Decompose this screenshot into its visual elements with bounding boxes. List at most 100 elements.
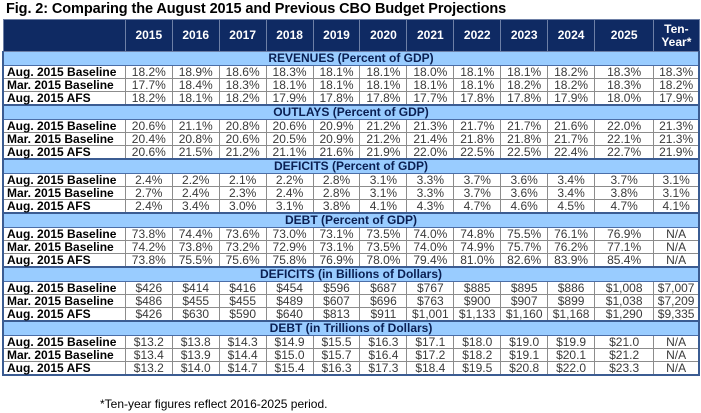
table-row: Mar. 2015 Baseline 17.7% 18.4% 18.3% 18.1% 18…: [1, 78, 701, 92]
table-cell: 76.2%: [547, 240, 596, 254]
table-cell: $1,168: [547, 307, 596, 322]
table-cell: 18.1%: [453, 65, 502, 79]
table-row: Aug. 2015 Baseline 20.6% 21.1% 20.8% 20.6% 20…: [1, 119, 701, 133]
table-cell: 21.3%: [653, 132, 701, 146]
table-cell: N/A: [653, 253, 701, 268]
table-cell: 4.1%: [359, 199, 408, 214]
table-cell: $13.2: [124, 335, 173, 349]
table-cell: 18.1%: [453, 78, 502, 92]
table-cell: 77.1%: [594, 240, 655, 254]
table-cell: 18.2%: [218, 91, 267, 106]
table-cell: 21.7%: [500, 119, 549, 133]
table-cell: 4.5%: [547, 199, 596, 214]
table-cell: 21.7%: [547, 132, 596, 146]
table-row: Mar. 2015 Baseline $486 $455 $455 $489 $607 $6…: [1, 294, 701, 308]
table-cell: 83.9%: [547, 253, 596, 268]
table-cell: $455: [218, 294, 267, 308]
column-header: 2020: [359, 19, 408, 52]
table-cell: $15.0: [265, 348, 314, 362]
table-cell: $13.4: [124, 348, 173, 362]
table-cell: $19.5: [453, 361, 502, 376]
table-cell: $16.3: [359, 335, 408, 349]
table-cell: 22.5%: [500, 145, 549, 160]
table-cell: $455: [171, 294, 220, 308]
table-cell: 22.5%: [453, 145, 502, 160]
table-row: Mar. 2015 Baseline 20.4% 20.8% 20.6% 20.5% 20…: [1, 132, 701, 146]
row-label: Mar. 2015 Baseline: [1, 240, 126, 254]
table-cell: 20.6%: [265, 119, 314, 133]
table-cell: 3.1%: [359, 186, 408, 200]
table-cell: 22.1%: [594, 132, 655, 146]
table-cell: $20.1: [547, 348, 596, 362]
table-cell: $21.2: [594, 348, 655, 362]
table-cell: 21.6%: [312, 145, 361, 160]
row-label: Aug. 2015 Baseline: [1, 227, 126, 241]
table-cell: 18.2%: [124, 65, 173, 79]
table-cell: 4.6%: [500, 199, 549, 214]
table-row: Mar. 2015 Baseline 74.2% 73.8% 73.2% 72.9% 73…: [1, 240, 701, 254]
table-cell: 73.5%: [359, 240, 408, 254]
row-label: Aug. 2015 AFS: [1, 361, 126, 376]
table-cell: 18.3%: [594, 78, 655, 92]
table-row: Aug. 2015 AFS 2.4% 3.4% 3.0% 3.1% 3.8% 4.1% 4.3…: [1, 199, 701, 214]
table-cell: 2.4%: [171, 186, 220, 200]
table-cell: 20.4%: [124, 132, 173, 146]
table-cell: 18.2%: [500, 78, 549, 92]
table-cell: 4.1%: [653, 199, 701, 214]
table-cell: 18.1%: [359, 78, 408, 92]
table-cell: $14.4: [218, 348, 267, 362]
table-cell: 73.2%: [218, 240, 267, 254]
column-header: 2015: [124, 19, 173, 52]
table-cell: 22.0%: [594, 119, 655, 133]
row-label: Aug. 2015 Baseline: [1, 173, 126, 187]
table-cell: $21.0: [594, 335, 655, 349]
table-cell: 4.7%: [594, 199, 655, 214]
table-row: Aug. 2015 Baseline $426 $414 $416 $454 $596 $6…: [1, 281, 701, 295]
table-row: Aug. 2015 AFS 18.2% 18.1% 18.2% 17.9% 17.8% 17…: [1, 91, 701, 106]
table-cell: $763: [406, 294, 455, 308]
table-cell: 2.4%: [124, 199, 173, 214]
table-cell: 22.7%: [594, 145, 655, 160]
table-cell: 75.6%: [218, 253, 267, 268]
table-cell: $17.1: [406, 335, 455, 349]
column-header: 2023: [500, 19, 549, 52]
section-heading: DEBT (in Trillions of Dollars): [2, 320, 700, 336]
table-cell: $895: [500, 281, 549, 295]
table-cell: 72.9%: [265, 240, 314, 254]
table-cell: 18.3%: [594, 65, 655, 79]
table-cell: $885: [453, 281, 502, 295]
table-cell: 18.4%: [171, 78, 220, 92]
table-cell: $13.8: [171, 335, 220, 349]
table-cell: 3.4%: [547, 173, 596, 187]
table-row: Aug. 2015 Baseline $13.2 $13.8 $14.3 $14.9 $1…: [1, 335, 701, 349]
table-cell: 2.7%: [124, 186, 173, 200]
row-label: Aug. 2015 AFS: [1, 199, 126, 214]
table-cell: N/A: [653, 240, 701, 254]
table-cell: $640: [265, 307, 314, 322]
row-label: Aug. 2015 AFS: [1, 253, 126, 268]
table-row: Aug. 2015 AFS 73.8% 75.5% 75.6% 75.8% 76.9% 78…: [1, 253, 701, 268]
table-cell: N/A: [653, 227, 701, 241]
table-row: Aug. 2015 Baseline 2.4% 2.2% 2.1% 2.2% 2.8% 3.…: [1, 173, 701, 187]
table-cell: 18.0%: [406, 65, 455, 79]
section-header-row: REVENUES (Percent of GDP): [2, 51, 700, 66]
table-row: Aug. 2015 Baseline 18.2% 18.9% 18.6% 18.3% 18…: [1, 65, 701, 79]
table-cell: $7,007: [653, 281, 701, 295]
column-header: 2016: [171, 19, 220, 52]
section-header-row: DEBT (Percent of GDP): [2, 212, 700, 228]
table-cell: 74.8%: [453, 227, 502, 241]
table-cell: $414: [171, 281, 220, 295]
table-cell: 21.1%: [171, 119, 220, 133]
table-cell: 17.7%: [124, 78, 173, 92]
table-cell: $19.0: [500, 335, 549, 349]
table-cell: $1,008: [594, 281, 655, 295]
table-cell: 18.2%: [547, 65, 596, 79]
table-cell: 3.1%: [265, 199, 314, 214]
table-cell: 4.7%: [453, 199, 502, 214]
table-cell: $14.7: [218, 361, 267, 376]
table-cell: 3.1%: [653, 186, 701, 200]
table-cell: 21.9%: [359, 145, 408, 160]
table-cell: 3.8%: [312, 199, 361, 214]
table-row: Aug. 2015 AFS $426 $630 $590 $640 $813 $911 $1,…: [1, 307, 701, 322]
table-cell: $907: [500, 294, 549, 308]
